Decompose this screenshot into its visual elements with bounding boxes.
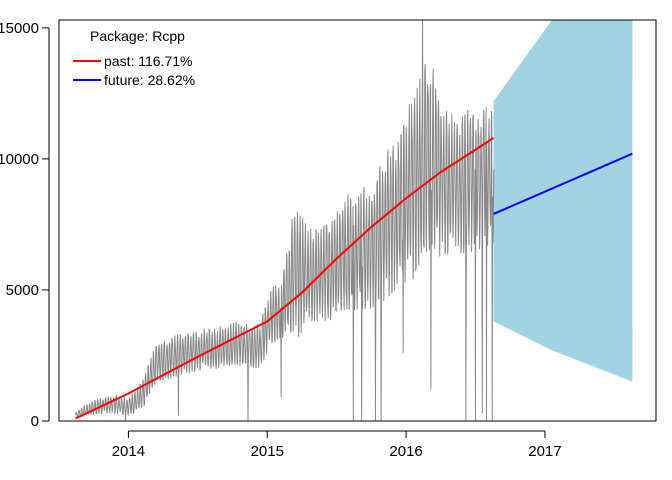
series-past-trend bbox=[75, 137, 495, 420]
y-tick-label: 15000 bbox=[0, 20, 39, 37]
forecast-band-layer bbox=[493, 20, 633, 382]
x-tick-label: 2016 bbox=[389, 443, 422, 460]
x-tick-label: 2014 bbox=[112, 443, 145, 460]
trend-lines-layer bbox=[75, 137, 633, 420]
series-daily-downloads bbox=[75, 19, 495, 422]
x-tick-label: 2017 bbox=[528, 443, 561, 460]
legend-title: Package: Rcpp bbox=[90, 28, 185, 44]
y-tick-label: 0 bbox=[31, 413, 39, 430]
legend-label: past: 116.71% bbox=[104, 53, 192, 69]
y-tick-label: 10000 bbox=[0, 151, 39, 168]
x-tick-label: 2015 bbox=[251, 443, 284, 460]
legend-entries: past: 116.71% future: 28.62% bbox=[73, 53, 195, 88]
legend: Package: Rcpp past: 116.71% future: 28.62… bbox=[73, 28, 195, 88]
y-tick-label: 5000 bbox=[6, 282, 39, 299]
axes: 2014 2015 2016 2017 0 5000 10000 15000 bbox=[0, 20, 562, 460]
series-future-trend bbox=[493, 152, 633, 215]
plot-frame bbox=[58, 19, 657, 422]
legend-label: future: 28.62% bbox=[104, 72, 195, 88]
daily-downloads-layer bbox=[75, 19, 495, 422]
forecast-band bbox=[493, 20, 633, 382]
